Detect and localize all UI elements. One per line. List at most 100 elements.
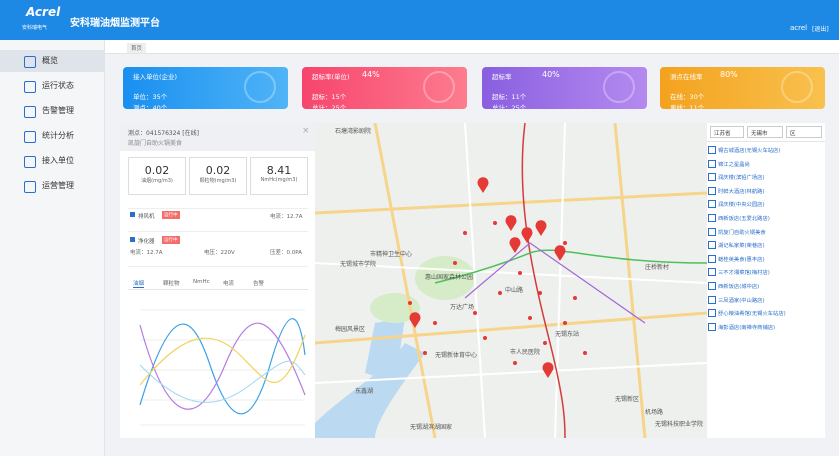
store-item[interactable]: 润庆楼(中央公园店): [708, 200, 765, 209]
chart-tab[interactable]: 颗粒物: [163, 281, 180, 287]
map-pin[interactable]: [521, 227, 533, 243]
card-percent: 80%: [720, 70, 738, 79]
map-label: 惠山国家森林公园: [425, 273, 473, 281]
checkbox[interactable]: [130, 212, 135, 217]
store-icon: [708, 309, 716, 318]
map-pin[interactable]: [542, 362, 554, 378]
store-item[interactable]: 西新饭店(五爱北路店): [708, 214, 770, 222]
city-select[interactable]: 无锡市: [747, 126, 783, 138]
nav-item[interactable]: 运行状态: [0, 75, 105, 97]
store-icon: [708, 322, 716, 331]
chart-tab[interactable]: 电流: [223, 281, 235, 287]
map-dot[interactable]: [518, 271, 522, 275]
map-dot[interactable]: [563, 241, 567, 245]
store-icon: [708, 268, 716, 277]
store-item[interactable]: 西新饭店(城中店): [708, 282, 759, 290]
nav-item[interactable]: 运营管理: [0, 175, 105, 197]
nav-item[interactable]: 接入单位: [0, 150, 105, 172]
store-item[interactable]: 舒心粮油肴馆(无锡火车站店): [708, 309, 786, 318]
nav-icon: [24, 56, 36, 68]
store-item[interactable]: 时鲜大酒店(林航路): [708, 186, 765, 195]
map-dot[interactable]: [463, 231, 467, 235]
divider: [707, 141, 825, 142]
map-dot[interactable]: [493, 221, 497, 225]
map-pin[interactable]: [477, 177, 489, 193]
map-dot[interactable]: [573, 296, 577, 300]
nav-label: 运营管理: [42, 181, 74, 190]
store-item[interactable]: 锡古城酒店(无锡火车站店): [708, 146, 780, 154]
metric-label: 颗粒物(mg/m3): [199, 178, 237, 184]
map-dot[interactable]: [433, 321, 437, 325]
store-icon: [708, 186, 716, 195]
purifier-pressure: 压差：0.0PA: [270, 250, 302, 256]
nav-label: 运行状态: [42, 81, 74, 90]
chart-tab[interactable]: NmHc: [193, 279, 210, 285]
province-select[interactable]: 江苏省: [710, 126, 744, 138]
map-dot[interactable]: [473, 311, 477, 315]
store-item[interactable]: 蟋桂英美食(惠丰店): [708, 254, 765, 263]
map-dot[interactable]: [528, 316, 532, 320]
fan-name: 排风机: [138, 214, 155, 220]
map-label: 无锡城市学院: [340, 260, 376, 268]
map-label: 梅园风景区: [335, 325, 365, 333]
map-pin[interactable]: [554, 245, 566, 261]
purifier-current: 电流：12.7A: [130, 250, 163, 256]
map-dot[interactable]: [583, 351, 587, 355]
nav-item[interactable]: 统计分析: [0, 125, 105, 147]
chart-tab[interactable]: 告警: [253, 281, 265, 287]
store-item[interactable]: 湖记私家菜(荣巷店): [708, 241, 765, 250]
store-item[interactable]: 凯旋门自助火锅美食: [708, 227, 766, 236]
purifier-voltage: 电压：220V: [204, 250, 235, 256]
map-pin[interactable]: [505, 215, 517, 231]
map-label: 市精神卫生中心: [370, 250, 412, 258]
card-percent: 44%: [362, 70, 380, 79]
nav-item[interactable]: 概览: [0, 50, 105, 72]
fan-status: 运行中: [162, 211, 180, 219]
map-dot[interactable]: [513, 361, 517, 365]
store-list: [707, 123, 825, 438]
store-item[interactable]: 润庆楼(滨铅广场店): [708, 173, 765, 182]
district-select[interactable]: 区: [786, 126, 822, 138]
card-line: 超标：11个: [492, 93, 527, 101]
divider: [128, 231, 308, 232]
store-item[interactable]: 三不才湘菜馆(梅村店): [708, 268, 770, 277]
map-dot[interactable]: [538, 291, 542, 295]
chart-tab[interactable]: 油烟: [133, 281, 145, 288]
map-label: 机场路: [645, 408, 663, 416]
purifier-name: 净化器: [138, 239, 155, 245]
store-item[interactable]: 锦江之星晶尚: [708, 159, 750, 168]
card-percent: 40%: [542, 70, 560, 79]
card-title: 超标率: [492, 73, 512, 81]
map-pin[interactable]: [535, 220, 547, 236]
store-icon: [708, 241, 716, 250]
metric-label: 油烟(mg/m3): [141, 178, 173, 184]
map-pin[interactable]: [509, 237, 521, 253]
store-icon: [708, 227, 716, 236]
map-dot[interactable]: [563, 321, 567, 325]
map-dot[interactable]: [483, 336, 487, 340]
map-dot[interactable]: [498, 291, 502, 295]
map-dot[interactable]: [423, 351, 427, 355]
stat-card: 测点在线率 80% 在线：30个 离线：11个: [660, 67, 825, 109]
metric-value: 0.02: [144, 164, 170, 177]
map-dot[interactable]: [408, 301, 412, 305]
store-item[interactable]: 海彭酒店(南禅寺商铺店): [708, 322, 775, 331]
metric-box: 0.02 油烟(mg/m3): [128, 157, 186, 195]
store-item[interactable]: 三凤酒家(中山路店): [708, 295, 765, 304]
store-icon: [708, 146, 716, 154]
map-dot[interactable]: [543, 341, 547, 345]
map-dot[interactable]: [453, 261, 457, 265]
map-pin[interactable]: [409, 312, 421, 328]
divider: [128, 266, 308, 267]
tab[interactable]: 首页: [127, 43, 147, 53]
logout[interactable]: [退出]: [812, 26, 829, 33]
store-icon: [708, 214, 716, 222]
card-title: 超标率(单位): [312, 73, 350, 81]
checkbox[interactable]: [130, 237, 135, 242]
close-button[interactable]: ×: [302, 126, 310, 136]
tab-bar: 首页: [105, 40, 839, 54]
nav-label: 统计分析: [42, 131, 74, 140]
nav-item[interactable]: 告警管理: [0, 100, 105, 122]
card-line: 超标：15个: [312, 93, 347, 101]
